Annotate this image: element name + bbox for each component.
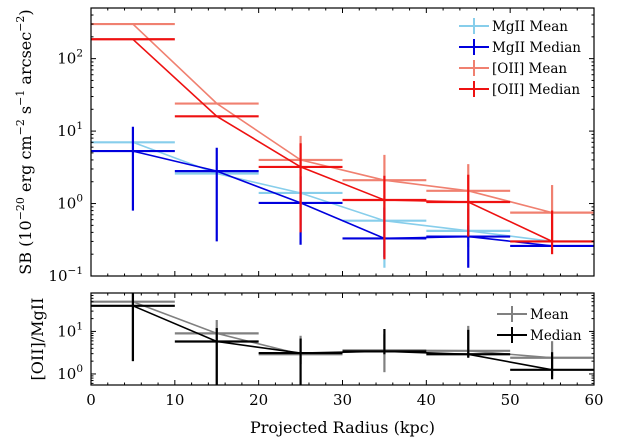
top-panel: 10−1 100 101 102 MgII Mean MgII Median [OII] … [14, 7, 595, 285]
oii-median-point [342, 175, 427, 260]
mgii-mean-series [91, 141, 594, 268]
legend-label: [OII] Mean [492, 61, 567, 77]
top-y-axis-label: SB (10−20 erg cm−2 s−1 arcsec−2) [14, 9, 35, 274]
oii-mean-line [132, 23, 553, 214]
median-point [342, 328, 427, 355]
oii-mean-series [91, 22, 594, 242]
x-tick-label: 60 [584, 391, 603, 409]
legend-label: [OII] Median [492, 82, 580, 98]
mgii-median-point [174, 147, 259, 242]
mgii-median-series [91, 126, 594, 268]
oii-median-point [258, 143, 343, 233]
legend-entry-median: Median [497, 327, 582, 344]
legend-entry-mean: Mean [497, 306, 569, 323]
mgii-median-line [132, 150, 553, 247]
legend-entry-mgii-median: MgII Median [459, 39, 581, 56]
bottom-legend: Mean Median [497, 306, 582, 344]
x-tick-label: 30 [333, 391, 352, 409]
x-tick-label: 50 [501, 391, 520, 409]
x-tick-label: 40 [417, 391, 436, 409]
y-tick-label: 100 [57, 363, 83, 383]
x-tick-label: 0 [86, 391, 96, 409]
top-series-layer [91, 22, 594, 268]
y-tick-label: 100 [57, 193, 83, 213]
oii-median-point [510, 210, 594, 255]
x-tick-label: 10 [165, 391, 184, 409]
median-point [510, 352, 594, 380]
legend-entry-oii-median: [OII] Median [459, 81, 580, 98]
y-tick-label: 101 [57, 320, 83, 340]
legend-label: Mean [530, 307, 569, 323]
legend-entry-oii-mean: [OII] Mean [459, 60, 567, 77]
median-point [174, 328, 259, 385]
x-tick-label: 20 [249, 391, 268, 409]
median-point [426, 329, 511, 358]
y-tick-label: 101 [57, 120, 83, 140]
bottom-panel: 0 10 20 30 40 50 60 100 101 Mean Median [OII]/MgI… [28, 292, 604, 437]
mgii-median-point [91, 126, 175, 211]
y-tick-label: 10−1 [48, 265, 83, 285]
median-point [258, 338, 343, 385]
legend-label: Median [530, 328, 582, 344]
bottom-series-layer [91, 293, 594, 385]
oii-median-point [426, 174, 511, 237]
top-ticks: 10−1 100 101 102 [48, 7, 595, 285]
bottom-ticks: 0 10 20 30 40 50 60 100 101 [57, 292, 604, 409]
legend-entry-mgii-mean: MgII Mean [459, 18, 568, 35]
bottom-y-axis-label: [OII]/MgII [28, 298, 47, 381]
median-series [91, 293, 594, 385]
y-tick-label: 102 [57, 48, 83, 68]
legend-label: MgII Median [492, 40, 581, 56]
top-legend: MgII Mean MgII Median [OII] Mean [OII] Medi… [459, 18, 581, 98]
median-line [132, 305, 553, 371]
x-axis-label: Projected Radius (kpc) [250, 418, 435, 437]
oii-median-line [132, 38, 553, 243]
legend-label: MgII Mean [492, 19, 568, 35]
oii-median-series [91, 38, 594, 260]
median-point [91, 293, 175, 362]
